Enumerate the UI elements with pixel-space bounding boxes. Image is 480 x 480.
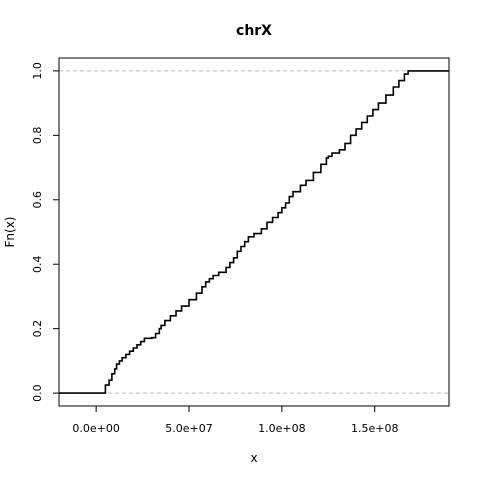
y-tick-label: 0.8	[31, 127, 44, 145]
y-tick-label: 0.4	[31, 255, 44, 273]
x-tick-label: 1.5e+08	[351, 422, 398, 435]
y-tick-label: 0.0	[31, 384, 44, 402]
ecdf-line-0	[59, 70, 449, 394]
y-axis-label: Fn(x)	[3, 217, 17, 248]
y-tick-label: 0.2	[31, 320, 44, 338]
y-tick-label: 1.0	[31, 62, 44, 80]
x-tick-label: 1.0e+08	[258, 422, 305, 435]
x-tick-label: 5.0e+07	[165, 422, 212, 435]
x-tick-label: 0.0e+00	[72, 422, 119, 435]
plot-frame	[58, 57, 450, 407]
y-tick-label: 0.6	[31, 191, 44, 209]
chart-title: chrX	[236, 23, 272, 39]
plot-area: 0.0e+00 5.0e+07 1.0e+08 1.5e+08 0.0 0.2 0.4 0.6…	[31, 57, 450, 435]
x-axis-label: x	[250, 451, 257, 465]
